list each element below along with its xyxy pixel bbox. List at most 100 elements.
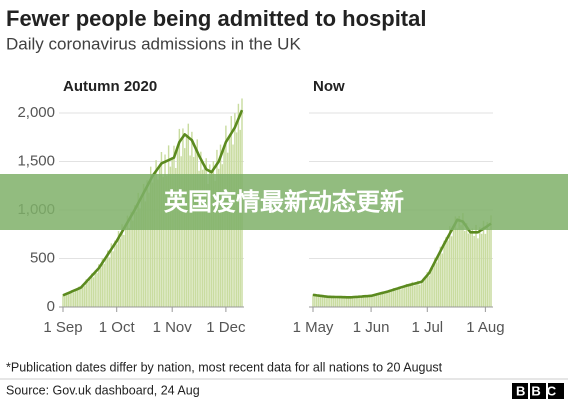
bar [447,240,449,307]
bar [112,251,114,307]
bar [456,228,459,307]
bar [482,220,485,307]
bar [411,281,414,307]
x-tick-label: 1 Jun [353,319,390,336]
bar [402,285,404,307]
bar [334,297,337,307]
bar [65,292,68,307]
bar [467,233,470,307]
bar [351,296,354,307]
bar [128,228,130,307]
bar [413,285,415,307]
bar [484,233,487,307]
bar [317,296,320,307]
bar [98,264,100,307]
title: Fewer people being admitted to hospital [6,6,426,31]
bar [315,294,318,307]
bar [64,295,66,307]
bar [89,277,91,307]
bar [314,295,316,307]
bar [114,240,116,307]
bar [375,293,378,307]
bar [428,275,430,307]
bar [81,284,84,307]
y-tick-label: 500 [30,249,55,266]
bar [123,234,125,307]
bar [441,253,444,307]
bar [389,290,391,307]
bar [312,294,314,307]
bar [146,180,148,307]
bar [78,286,80,307]
bar [355,295,357,307]
bar [464,230,466,307]
bar [450,236,453,307]
bar [430,267,432,307]
bar [407,284,410,307]
bar [121,224,123,307]
bar [144,201,147,307]
bar [475,224,477,307]
bar [76,290,79,307]
bar [155,160,157,307]
bar [124,225,127,307]
bar [151,182,154,307]
y-tick-label: 1,500 [17,152,55,169]
bar [329,296,331,307]
source: Source: Gov.uk dashboard, 24 Aug [6,383,200,397]
bar [381,291,384,307]
panel-title: Now [313,78,345,95]
bar [139,208,141,307]
bar [460,225,462,307]
bar [364,295,367,307]
bar [207,183,209,307]
x-tick-label: 1 Dec [206,319,246,336]
bar [157,179,159,307]
bar [73,292,75,307]
bar [458,216,460,307]
bar [437,254,440,307]
bar [392,287,395,307]
bar [209,164,211,307]
bar [419,284,421,307]
bar [409,285,412,307]
bar [390,291,393,307]
bar [344,297,346,307]
bar [69,292,71,307]
bar [210,172,213,307]
bar [420,280,423,307]
bar [424,278,427,307]
bar [180,156,182,307]
bar [417,280,419,307]
bar [394,290,397,307]
bar [345,296,348,307]
bar [422,278,425,307]
bar [133,205,136,307]
bar [379,293,382,307]
bar [340,298,342,307]
bar [490,215,492,307]
bar [201,169,204,307]
bar [108,257,111,307]
bar [439,246,442,307]
bar [353,297,355,307]
bar [62,294,64,307]
bar [117,231,120,307]
bar [149,166,152,307]
subtitle: Daily coronavirus admissions in the UK [6,34,301,53]
bar [443,240,445,307]
bar [164,154,166,307]
bar [477,238,479,307]
bar [323,297,325,307]
bar [434,257,436,307]
bar [130,211,132,307]
bar [338,296,340,307]
bar [435,262,438,307]
bar [426,271,429,307]
bar [110,243,113,307]
bar [385,291,387,307]
footnote: *Publication dates differ by nation, mos… [6,360,443,374]
bar [99,267,102,307]
bar [175,167,177,307]
bar [169,166,172,307]
